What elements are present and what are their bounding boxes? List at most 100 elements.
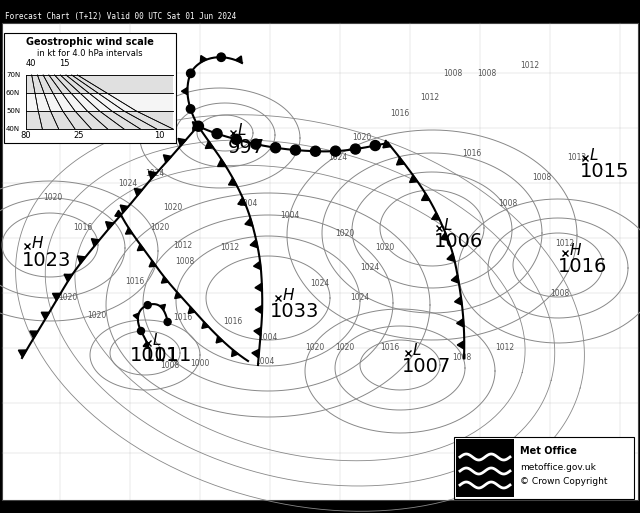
Polygon shape (188, 307, 195, 313)
Polygon shape (161, 277, 168, 283)
Text: 1011: 1011 (130, 346, 179, 365)
Text: 1024: 1024 (350, 293, 370, 303)
Text: 1020: 1020 (353, 133, 372, 143)
Text: 1024: 1024 (118, 179, 138, 187)
Circle shape (138, 327, 145, 334)
Polygon shape (41, 312, 49, 320)
Circle shape (351, 144, 360, 154)
Text: 1033: 1033 (270, 302, 319, 321)
Circle shape (291, 145, 300, 155)
Text: 10: 10 (154, 131, 164, 141)
Bar (26, 93, 173, 111)
Text: 1008: 1008 (477, 69, 497, 77)
Polygon shape (193, 123, 200, 129)
Polygon shape (252, 349, 259, 358)
Text: L: L (413, 343, 422, 358)
Text: 1016: 1016 (173, 313, 193, 323)
Circle shape (193, 121, 204, 131)
Polygon shape (205, 141, 214, 148)
Polygon shape (250, 240, 258, 248)
Polygon shape (202, 322, 209, 328)
Polygon shape (148, 171, 157, 179)
Text: 1008: 1008 (532, 173, 552, 183)
Circle shape (164, 319, 171, 325)
Text: 1016: 1016 (223, 317, 243, 326)
Text: 1012: 1012 (520, 61, 540, 69)
Polygon shape (77, 256, 86, 264)
Text: 1020: 1020 (150, 224, 170, 232)
Polygon shape (255, 283, 262, 292)
Polygon shape (115, 210, 122, 216)
Text: 50N: 50N (6, 108, 20, 114)
Polygon shape (410, 175, 418, 183)
Circle shape (186, 105, 195, 113)
Polygon shape (133, 313, 139, 319)
Polygon shape (125, 228, 132, 234)
Text: H: H (283, 288, 294, 303)
Text: 1004: 1004 (255, 357, 275, 365)
Polygon shape (178, 139, 186, 146)
Text: 1012: 1012 (220, 244, 239, 252)
Text: metoffice.gov.uk: metoffice.gov.uk (520, 463, 596, 471)
Text: 1008: 1008 (550, 288, 570, 298)
Text: 1020: 1020 (58, 293, 77, 303)
Text: 1012: 1012 (420, 93, 440, 103)
Text: L: L (590, 148, 598, 163)
Text: 25: 25 (74, 131, 84, 141)
Circle shape (330, 146, 340, 156)
Polygon shape (193, 122, 200, 130)
Polygon shape (92, 239, 99, 246)
Polygon shape (64, 274, 72, 282)
Text: 1020: 1020 (88, 310, 107, 320)
Text: 60N: 60N (6, 90, 20, 96)
Polygon shape (457, 341, 464, 349)
Text: 1011: 1011 (143, 346, 193, 365)
Polygon shape (138, 244, 144, 251)
Circle shape (212, 129, 222, 139)
Polygon shape (253, 261, 261, 270)
Bar (26, 75, 173, 93)
Polygon shape (254, 327, 261, 336)
Circle shape (370, 141, 380, 150)
Text: 1020: 1020 (376, 244, 395, 252)
Text: H: H (32, 236, 44, 251)
Circle shape (217, 53, 225, 62)
Polygon shape (238, 198, 246, 205)
Text: 1016: 1016 (390, 109, 410, 117)
Polygon shape (143, 342, 149, 347)
Text: 1016: 1016 (462, 148, 482, 157)
Bar (26, 111, 173, 129)
Text: 1004: 1004 (280, 210, 300, 220)
Text: 1020: 1020 (163, 204, 182, 212)
Polygon shape (440, 232, 449, 241)
Bar (454, 437, 634, 499)
Text: in kt for 4.0 hPa intervals: in kt for 4.0 hPa intervals (37, 49, 143, 57)
Polygon shape (163, 155, 172, 163)
Polygon shape (228, 178, 237, 185)
Text: 40: 40 (26, 60, 36, 69)
Polygon shape (456, 319, 464, 327)
Text: 1012: 1012 (495, 344, 515, 352)
Polygon shape (19, 350, 27, 357)
Bar (456, 439, 514, 497)
Polygon shape (175, 292, 182, 299)
Polygon shape (160, 304, 165, 310)
Polygon shape (422, 193, 429, 201)
Text: 1020: 1020 (335, 228, 355, 238)
Polygon shape (30, 331, 38, 338)
Text: Forecast Chart (T+12) Valid 00 UTC Sat 01 Jun 2024: Forecast Chart (T+12) Valid 00 UTC Sat 0… (5, 12, 236, 22)
Circle shape (271, 143, 280, 153)
Text: 40N: 40N (6, 126, 20, 132)
Text: L: L (153, 333, 161, 348)
Polygon shape (106, 222, 114, 229)
Polygon shape (454, 297, 462, 305)
Text: 70N: 70N (6, 72, 20, 78)
Text: © Crown Copyright: © Crown Copyright (520, 478, 607, 486)
Text: Geostrophic wind scale: Geostrophic wind scale (26, 37, 154, 47)
Circle shape (310, 146, 321, 156)
Polygon shape (216, 336, 223, 343)
Text: 1016: 1016 (125, 277, 145, 286)
Polygon shape (200, 55, 207, 63)
Text: 1008: 1008 (175, 256, 195, 266)
Text: 80: 80 (20, 131, 31, 141)
